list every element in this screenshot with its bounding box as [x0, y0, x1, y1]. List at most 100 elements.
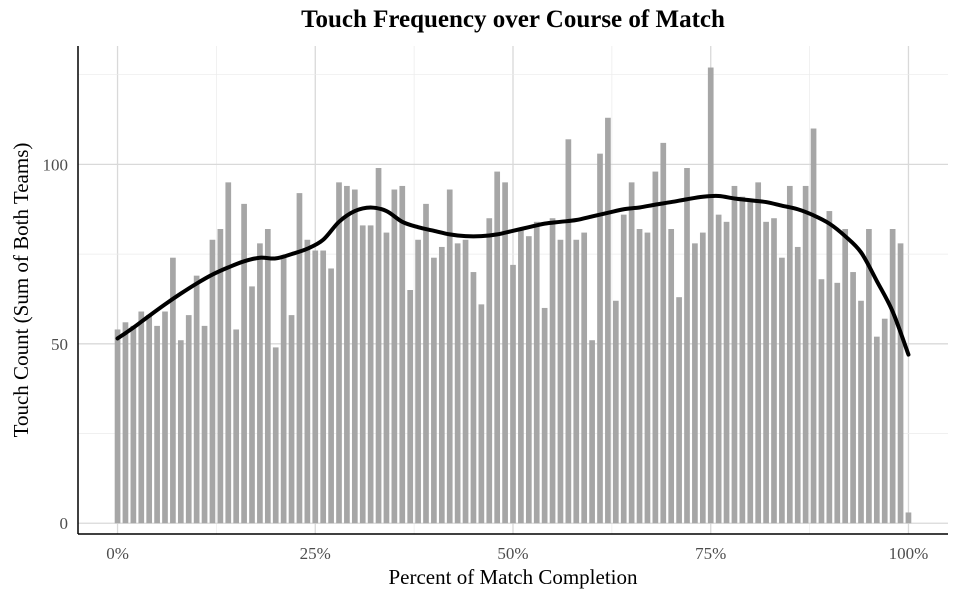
- bar: [185, 315, 192, 524]
- bar: [755, 182, 762, 524]
- bar: [241, 203, 247, 524]
- bar: [660, 142, 667, 524]
- x-tick-labels: 0% 25% 50% 75% 100%: [106, 544, 928, 563]
- bar: [399, 185, 406, 524]
- bar: [802, 185, 809, 524]
- y-tick-label: 0: [60, 514, 69, 533]
- x-tick-label: 100%: [889, 544, 929, 563]
- y-tick-label: 50: [51, 335, 68, 354]
- bar: [438, 246, 445, 524]
- bar: [249, 286, 255, 524]
- bar: [225, 182, 232, 524]
- bar: [454, 243, 461, 524]
- bar: [620, 214, 627, 524]
- bar: [636, 229, 643, 524]
- bar: [344, 185, 350, 524]
- bar: [272, 347, 279, 524]
- bar: [818, 279, 825, 524]
- bar: [581, 232, 588, 524]
- x-axis-title: Percent of Match Completion: [388, 565, 638, 589]
- x-tick-label: 50%: [497, 544, 528, 563]
- bar: [407, 290, 414, 524]
- bar: [692, 243, 698, 524]
- bar: [336, 182, 342, 524]
- bar: [257, 243, 263, 524]
- bar: [557, 239, 564, 524]
- bar: [359, 225, 366, 524]
- bar: [423, 203, 429, 524]
- bar: [138, 311, 145, 524]
- bar: [130, 325, 137, 524]
- bar: [644, 232, 651, 524]
- bar: [612, 300, 619, 524]
- bar: [201, 325, 208, 524]
- bar: [684, 168, 690, 524]
- bar: [462, 239, 469, 524]
- bar: [122, 322, 129, 524]
- bar: [533, 221, 540, 524]
- bar: [193, 275, 200, 524]
- bar: [486, 218, 493, 524]
- bar: [897, 243, 904, 524]
- bar: [834, 282, 841, 524]
- bar: [842, 229, 849, 524]
- bar: [320, 250, 327, 524]
- bar: [541, 307, 548, 524]
- bar: [715, 214, 722, 524]
- y-tick-label: 100: [43, 155, 69, 174]
- bar: [676, 297, 682, 524]
- bar: [889, 229, 896, 524]
- bar: [858, 300, 864, 524]
- bar: [209, 239, 216, 524]
- bar: [747, 200, 754, 524]
- bar: [296, 193, 303, 524]
- bar: [573, 239, 580, 524]
- bar: [518, 229, 524, 524]
- bar: [810, 128, 817, 524]
- bar: [850, 272, 856, 524]
- bar: [905, 512, 912, 524]
- smooth-trend-line: [115, 193, 911, 357]
- bar-series: [114, 67, 912, 524]
- bar: [525, 236, 532, 524]
- bar: [589, 340, 595, 524]
- bar: [605, 117, 611, 524]
- bar: [177, 340, 184, 524]
- bar: [739, 196, 746, 524]
- bar: [233, 329, 240, 524]
- bar: [597, 153, 603, 524]
- bar: [699, 232, 706, 524]
- axes: [77, 46, 948, 535]
- bar: [383, 232, 390, 524]
- bar: [280, 257, 287, 524]
- bar: [146, 315, 153, 524]
- bar: [794, 246, 801, 524]
- bar: [786, 185, 793, 524]
- bar: [881, 318, 888, 524]
- bar: [494, 171, 501, 524]
- bar: [415, 239, 421, 524]
- bar: [351, 189, 358, 524]
- bar: [549, 218, 556, 524]
- bar: [652, 171, 659, 524]
- bar: [502, 182, 508, 524]
- bar: [668, 229, 675, 524]
- bar: [312, 250, 319, 524]
- bar: [154, 325, 160, 524]
- bar: [162, 311, 168, 524]
- bar: [391, 189, 398, 524]
- bar: [375, 168, 382, 524]
- bar: [826, 211, 833, 524]
- bar: [446, 189, 453, 524]
- bar: [470, 272, 477, 524]
- bar: [170, 257, 176, 524]
- bar: [114, 329, 121, 524]
- bar: [763, 221, 769, 524]
- bar: [510, 264, 516, 524]
- bar: [328, 268, 334, 524]
- bar: [866, 229, 872, 524]
- x-tick-label: 0%: [106, 544, 129, 563]
- bar: [431, 257, 437, 524]
- bar: [873, 336, 880, 524]
